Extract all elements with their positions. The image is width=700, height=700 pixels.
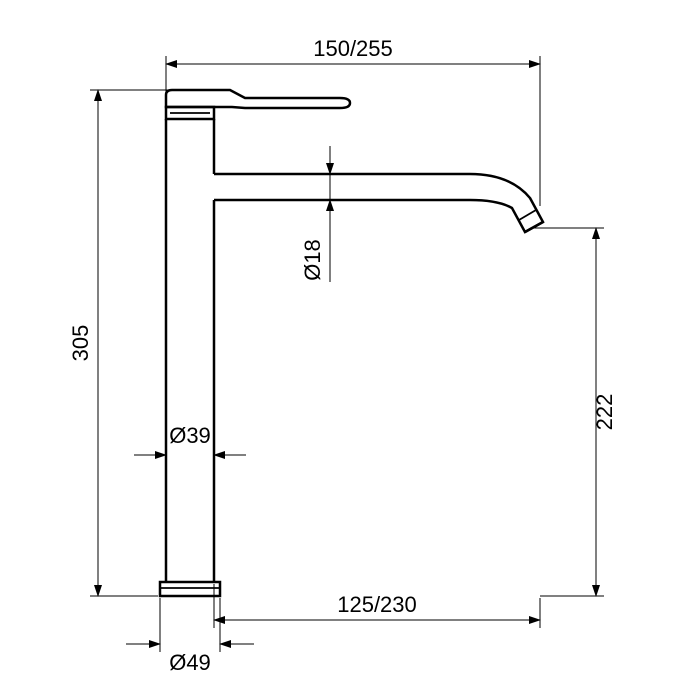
dim-total-height-label: 305 (68, 325, 93, 362)
dim-body-diameter: Ø39 (134, 423, 246, 463)
dim-spout-height: 222 (530, 228, 617, 596)
dim-spout-reach: 125/230 (214, 584, 540, 628)
faucet-dimension-drawing: 150/255 305 222 125/230 Ø39 Ø49 (0, 0, 700, 700)
dim-top-width-label: 150/255 (313, 36, 393, 61)
dim-spout-diameter-label: Ø18 (300, 239, 325, 281)
faucet-outline (160, 90, 543, 596)
dim-top-width: 150/255 (166, 36, 540, 206)
dim-body-diameter-label: Ø39 (169, 423, 211, 448)
dim-spout-height-label: 222 (592, 394, 617, 431)
dim-total-height: 305 (68, 90, 168, 596)
dim-base-diameter: Ø49 (126, 598, 254, 675)
dim-spout-diameter: Ø18 (300, 146, 330, 282)
dim-base-diameter-label: Ø49 (169, 650, 211, 675)
dim-spout-reach-label: 125/230 (337, 592, 417, 617)
